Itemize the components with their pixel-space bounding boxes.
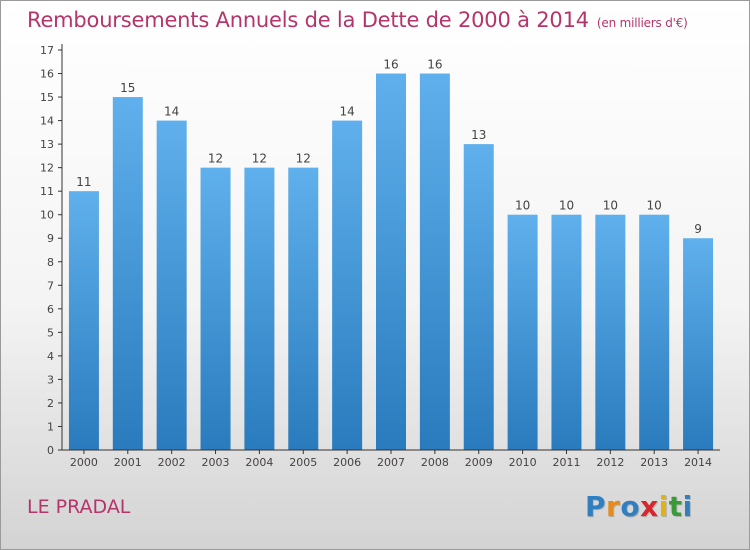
x-tick-label: 2013 <box>640 456 668 469</box>
y-tick-label: 17 <box>40 44 54 57</box>
y-tick-label: 11 <box>40 185 54 198</box>
bar-2010 <box>507 214 538 450</box>
y-tick-label: 16 <box>40 68 54 81</box>
bar-2014 <box>683 238 714 450</box>
bar-2002 <box>156 120 187 451</box>
y-tick-label: 12 <box>40 162 54 175</box>
location-name: LE PRADAL <box>27 496 131 518</box>
y-tick-label: 0 <box>47 444 54 457</box>
bar-2000 <box>68 191 99 451</box>
x-tick-label: 2011 <box>552 456 580 469</box>
data-label: 12 <box>208 152 223 166</box>
logo-letter: i <box>658 490 669 523</box>
y-tick-label: 7 <box>47 279 54 292</box>
data-label: 14 <box>339 105 354 119</box>
chart-unit: (en milliers d'€) <box>596 16 688 30</box>
logo-letter: r <box>606 490 621 523</box>
data-label: 16 <box>383 58 398 72</box>
x-tick-label: 2002 <box>158 456 186 469</box>
bar-2008 <box>419 73 450 450</box>
bar-2011 <box>551 214 582 450</box>
data-label: 13 <box>471 128 486 142</box>
x-tick-label: 2010 <box>509 456 537 469</box>
y-tick-label: 1 <box>47 420 54 433</box>
x-tick-label: 2008 <box>421 456 449 469</box>
y-tick-label: 13 <box>40 138 54 151</box>
data-label: 10 <box>647 199 662 213</box>
data-label: 16 <box>427 58 442 72</box>
bar-2006 <box>332 120 363 451</box>
x-tick-label: 2006 <box>333 456 361 469</box>
proxiti-logo: Proxiti <box>585 490 693 523</box>
y-tick-label: 8 <box>47 256 54 269</box>
data-label: 9 <box>694 222 702 236</box>
logo-letter: i <box>682 490 693 523</box>
bar-2009 <box>463 144 494 450</box>
data-label: 12 <box>296 152 311 166</box>
data-label: 12 <box>252 152 267 166</box>
y-tick-label: 6 <box>47 303 54 316</box>
y-tick-label: 3 <box>47 373 54 386</box>
y-tick-label: 2 <box>47 397 54 410</box>
y-tick-label: 4 <box>47 350 54 363</box>
data-label: 10 <box>515 199 530 213</box>
data-label: 11 <box>76 175 91 189</box>
x-tick-label: 2001 <box>114 456 142 469</box>
logo-letter: o <box>620 490 641 523</box>
y-tick-label: 5 <box>47 326 54 339</box>
y-tick-label: 15 <box>40 91 54 104</box>
data-label: 15 <box>120 81 135 95</box>
x-tick-label: 2012 <box>596 456 624 469</box>
data-label: 10 <box>603 199 618 213</box>
x-tick-label: 2005 <box>289 456 317 469</box>
bar-2005 <box>288 167 319 450</box>
bar-2003 <box>200 167 231 450</box>
logo-letter: P <box>585 490 607 523</box>
y-tick-label: 10 <box>40 209 54 222</box>
bar-2001 <box>112 97 143 450</box>
bar-2007 <box>376 73 406 450</box>
chart-title: Remboursements Annuels de la Dette de 20… <box>27 8 688 32</box>
x-tick-label: 2004 <box>245 456 273 469</box>
x-tick-label: 2003 <box>202 456 230 469</box>
chart-title-text: Remboursements Annuels de la Dette de 20… <box>27 8 589 32</box>
logo-letter: x <box>640 490 659 523</box>
bar-2012 <box>595 214 626 450</box>
x-tick-label: 2007 <box>377 456 405 469</box>
bar-2004 <box>244 167 275 450</box>
y-tick-label: 14 <box>40 115 54 128</box>
bar-2013 <box>639 214 670 450</box>
data-label: 14 <box>164 105 179 119</box>
data-label: 10 <box>559 199 574 213</box>
logo-letter: t <box>668 490 683 523</box>
x-tick-label: 2014 <box>684 456 712 469</box>
x-tick-label: 2009 <box>465 456 493 469</box>
y-tick-label: 9 <box>47 232 54 245</box>
x-tick-label: 2000 <box>70 456 98 469</box>
